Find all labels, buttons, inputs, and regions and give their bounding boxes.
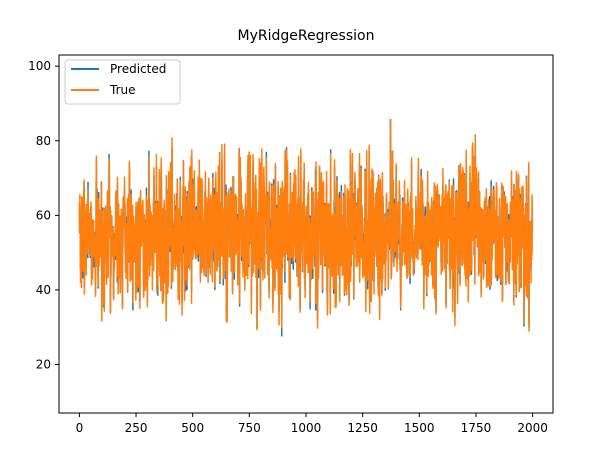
y-tick-label: 40: [36, 283, 51, 297]
y-tick-label: 60: [36, 208, 51, 222]
x-tick-label: 750: [238, 421, 261, 435]
legend-label-predicted: Predicted: [110, 62, 166, 76]
x-axis: 0 250 500 750 1000 1250 1500 1750 2000: [76, 413, 548, 435]
y-tick-label: 100: [28, 59, 51, 73]
y-tick-label: 80: [36, 134, 51, 148]
x-tick-label: 500: [181, 421, 204, 435]
series-line-true: [78, 119, 534, 332]
x-tick-label: 1000: [291, 421, 322, 435]
x-tick-label: 1750: [461, 421, 492, 435]
x-tick-label: 2000: [517, 421, 548, 435]
x-tick-label: 250: [125, 421, 148, 435]
x-tick-label: 1500: [404, 421, 435, 435]
chart-title: MyRidgeRegression: [238, 28, 375, 44]
legend-box: [64, 59, 181, 105]
legend: Predicted True: [64, 59, 181, 105]
x-tick-label: 1250: [347, 421, 378, 435]
x-tick-label: 0: [76, 421, 84, 435]
y-axis: 20 40 60 80 100: [28, 59, 59, 372]
y-tick-label: 20: [36, 358, 51, 372]
series-layer: [78, 118, 534, 337]
legend-label-true: True: [109, 83, 136, 97]
